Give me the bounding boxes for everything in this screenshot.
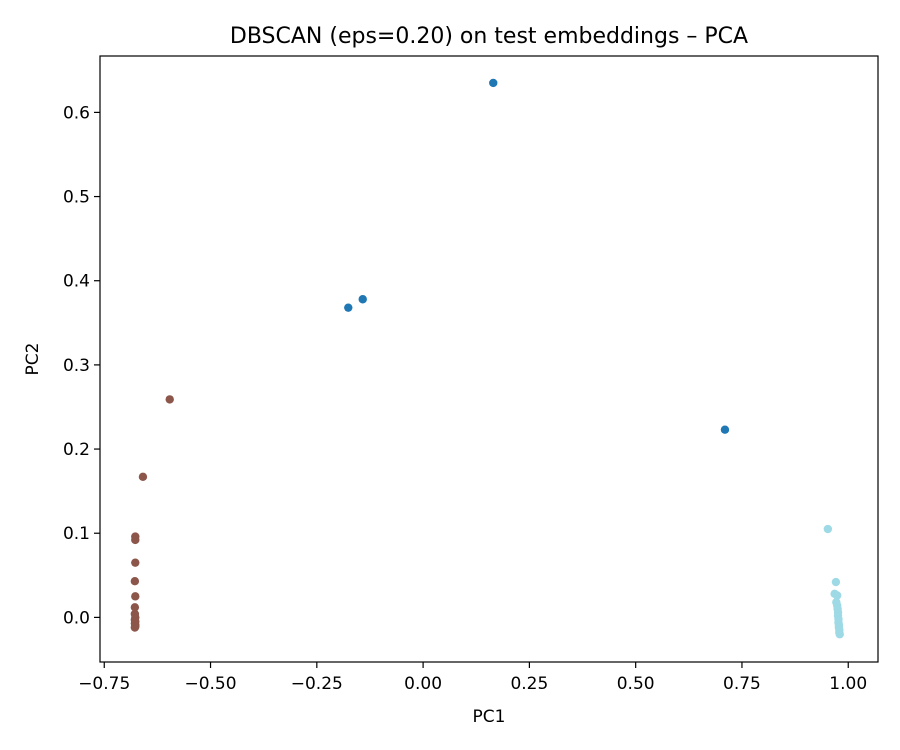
x-tick-label: 0.50	[617, 674, 655, 694]
data-point-cluster-brown	[130, 623, 140, 632]
chart-title: DBSCAN (eps=0.20) on test embeddings – P…	[230, 24, 748, 49]
x-tick-label: 0.75	[723, 674, 761, 694]
data-point-cluster-brown	[165, 395, 174, 404]
data-point-cluster-blue	[344, 303, 353, 312]
data-point-cluster-brown	[131, 558, 140, 567]
y-tick-label: 0.3	[63, 356, 90, 376]
data-point-cluster-brown	[131, 592, 140, 601]
y-axis: 0.0 0.1 0.2 0.3 0.4 0.5 0.6	[63, 103, 100, 628]
x-tick-label: −0.50	[184, 674, 236, 694]
data-point-cluster-brown	[130, 603, 140, 612]
data-point-cluster-brown	[131, 535, 140, 545]
y-tick-label: 0.5	[63, 188, 90, 208]
data-point-cluster-blue	[720, 425, 730, 434]
data-point-cluster-blue	[489, 78, 498, 88]
y-tick-label: 0.1	[63, 524, 90, 544]
x-tick-label: 1.00	[829, 674, 867, 694]
data-points	[130, 78, 844, 639]
data-point-cluster-lightblue	[823, 524, 833, 534]
y-tick-label: 0.2	[63, 440, 90, 460]
x-tick-label: 0.25	[510, 674, 548, 694]
y-tick-label: 0.4	[63, 272, 90, 292]
data-point-cluster-brown	[138, 472, 148, 482]
data-point-cluster-lightblue	[832, 591, 842, 600]
y-tick-label: 0.6	[63, 103, 90, 123]
data-point-cluster-lightblue	[831, 577, 841, 587]
x-axis-label: PC1	[473, 707, 506, 727]
plot-frame	[99, 55, 879, 663]
data-point-cluster-brown	[130, 577, 140, 586]
x-axis: −0.75 −0.50 −0.25 0.00 0.25 0.50 0.75 1.00	[78, 662, 867, 694]
data-point-cluster-blue	[358, 295, 367, 304]
x-tick-label: −0.25	[291, 674, 343, 694]
data-point-cluster-lightblue	[835, 630, 844, 639]
y-tick-label: 0.0	[63, 608, 90, 628]
x-tick-label: 0.00	[404, 674, 442, 694]
x-tick-label: −0.75	[78, 674, 130, 694]
y-axis-label: PC2	[23, 343, 43, 376]
